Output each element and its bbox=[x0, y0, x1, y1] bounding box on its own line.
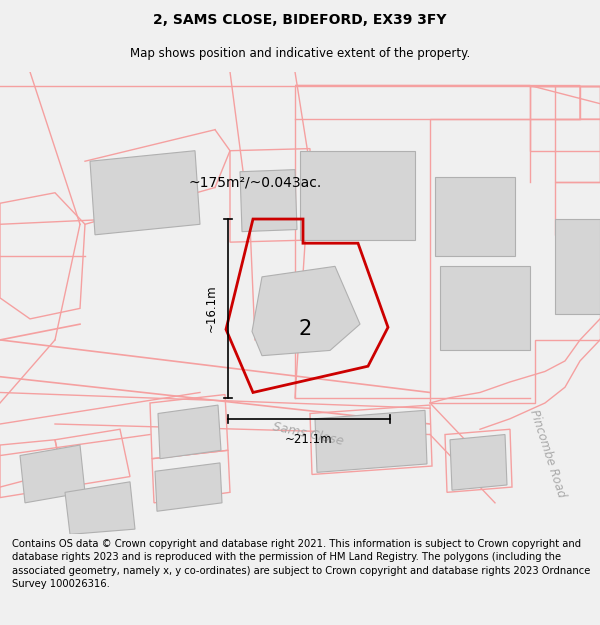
Polygon shape bbox=[450, 434, 507, 490]
Polygon shape bbox=[440, 266, 530, 351]
Text: 2, SAMS CLOSE, BIDEFORD, EX39 3FY: 2, SAMS CLOSE, BIDEFORD, EX39 3FY bbox=[153, 13, 447, 27]
Polygon shape bbox=[252, 266, 360, 356]
Polygon shape bbox=[315, 411, 427, 472]
Polygon shape bbox=[300, 151, 415, 240]
Polygon shape bbox=[90, 151, 200, 235]
Polygon shape bbox=[65, 482, 135, 534]
Text: 2: 2 bbox=[298, 319, 311, 339]
Polygon shape bbox=[158, 405, 221, 459]
Text: Map shows position and indicative extent of the property.: Map shows position and indicative extent… bbox=[130, 48, 470, 61]
Text: Pincombe Road: Pincombe Road bbox=[527, 408, 568, 499]
Text: ~16.1m: ~16.1m bbox=[205, 284, 218, 332]
Text: ~21.1m: ~21.1m bbox=[285, 434, 333, 446]
Polygon shape bbox=[555, 219, 600, 314]
Text: Sams Close: Sams Close bbox=[271, 421, 344, 448]
Text: Contains OS data © Crown copyright and database right 2021. This information is : Contains OS data © Crown copyright and d… bbox=[12, 539, 590, 589]
Polygon shape bbox=[20, 445, 85, 503]
Text: ~175m²/~0.043ac.: ~175m²/~0.043ac. bbox=[188, 175, 321, 189]
Polygon shape bbox=[155, 463, 222, 511]
Polygon shape bbox=[435, 177, 515, 256]
Polygon shape bbox=[240, 169, 297, 232]
